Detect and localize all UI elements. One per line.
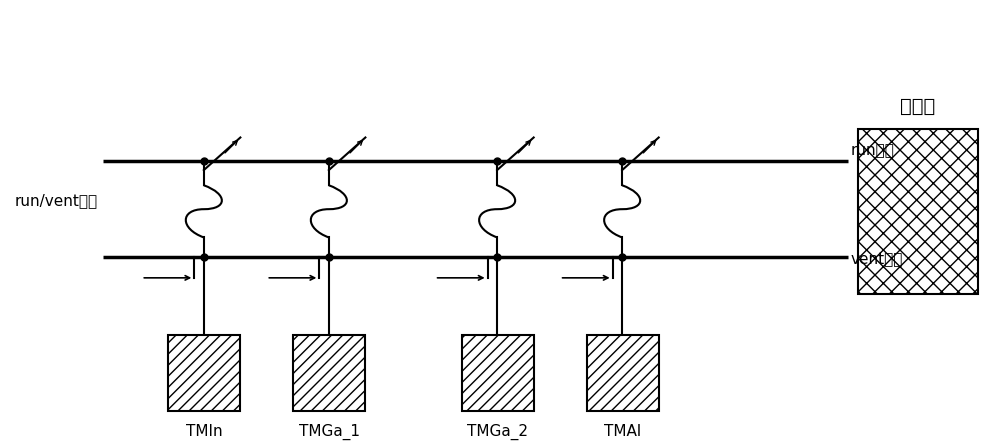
Text: TMIn: TMIn — [186, 424, 223, 439]
Bar — [293, 335, 365, 411]
Text: vent管道: vent管道 — [851, 252, 903, 267]
Text: run/vent阀门: run/vent阀门 — [15, 193, 98, 208]
Text: TMGa_2: TMGa_2 — [467, 424, 528, 441]
Bar — [462, 335, 534, 411]
Text: run管道: run管道 — [851, 143, 895, 158]
Bar — [587, 335, 659, 411]
Bar — [858, 129, 978, 294]
Text: TMGa_1: TMGa_1 — [299, 424, 360, 441]
Text: 反应室: 反应室 — [900, 97, 936, 116]
Bar — [168, 335, 240, 411]
Text: TMAl: TMAl — [604, 424, 641, 439]
